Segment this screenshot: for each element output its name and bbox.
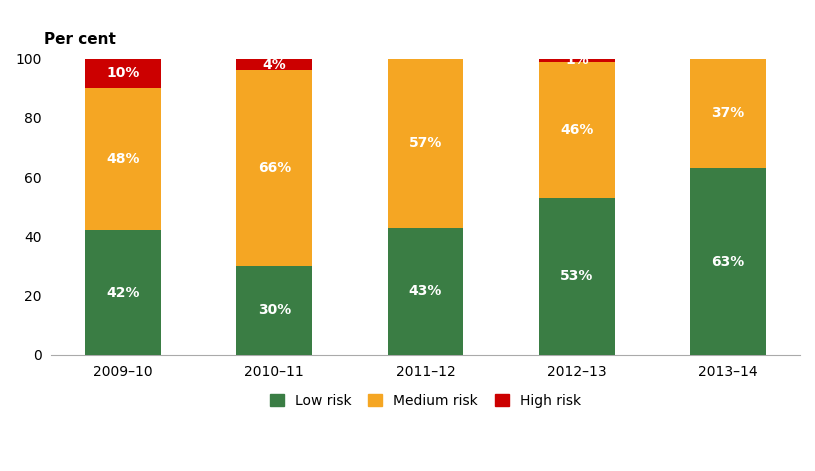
Bar [236,58,312,71]
Bar [236,71,312,266]
Text: Per cent: Per cent [44,32,116,47]
Text: 46%: 46% [560,123,593,137]
Text: 48%: 48% [106,152,139,166]
Text: 4%: 4% [262,57,286,72]
Bar [690,168,766,355]
Text: 63%: 63% [711,254,745,268]
Text: 53%: 53% [560,269,593,284]
Text: 1%: 1% [565,53,588,67]
Text: 10%: 10% [106,66,139,81]
Text: 30%: 30% [258,303,291,317]
Text: 43%: 43% [409,284,443,298]
Text: 57%: 57% [409,136,443,150]
Bar [236,266,312,355]
Bar [388,58,464,227]
Bar [539,58,615,62]
Bar [539,62,615,198]
Bar [388,227,464,355]
Legend: Low risk, Medium risk, High risk: Low risk, Medium risk, High risk [265,388,587,413]
Text: 42%: 42% [106,286,139,300]
Bar [690,58,766,168]
Bar [539,198,615,355]
Bar [85,88,161,230]
Bar [85,58,161,88]
Text: 37%: 37% [711,106,745,121]
Bar [85,230,161,355]
Text: 66%: 66% [258,161,291,175]
